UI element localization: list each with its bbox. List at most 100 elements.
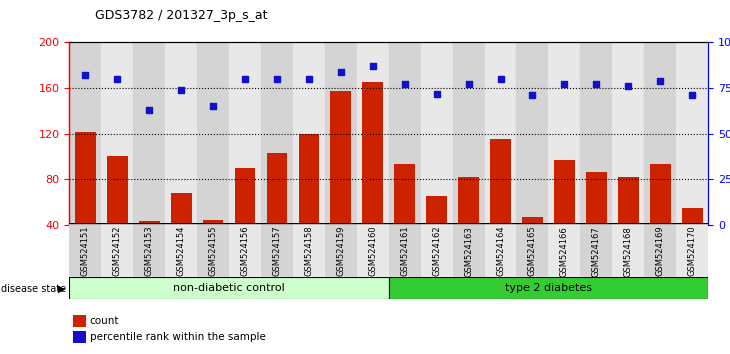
Text: GSM524162: GSM524162: [432, 226, 441, 276]
Text: percentile rank within the sample: percentile rank within the sample: [90, 332, 266, 342]
Point: [623, 84, 634, 89]
Bar: [75, 132, 96, 225]
Bar: [197, 42, 229, 225]
Point: [399, 81, 410, 87]
Bar: [331, 91, 351, 225]
Text: GSM524155: GSM524155: [209, 226, 218, 276]
Text: GSM524161: GSM524161: [400, 226, 410, 276]
Bar: [266, 153, 288, 225]
Bar: [676, 223, 708, 278]
Bar: [645, 223, 676, 278]
Bar: [645, 42, 676, 225]
Text: GSM524156: GSM524156: [240, 226, 250, 276]
Bar: [389, 277, 708, 299]
Text: GSM524164: GSM524164: [496, 226, 505, 276]
Bar: [426, 196, 447, 225]
Bar: [548, 42, 580, 225]
Point: [558, 81, 570, 87]
Point: [495, 76, 507, 82]
Text: GSM524157: GSM524157: [272, 226, 282, 276]
Bar: [362, 82, 383, 225]
Bar: [389, 223, 420, 278]
Bar: [618, 177, 639, 225]
Text: non-diabetic control: non-diabetic control: [173, 283, 285, 293]
Point: [207, 103, 219, 109]
Point: [271, 76, 283, 82]
Bar: [612, 223, 645, 278]
Bar: [69, 223, 101, 278]
Bar: [453, 42, 485, 225]
Bar: [522, 217, 543, 225]
Bar: [580, 223, 612, 278]
Text: GSM524158: GSM524158: [304, 226, 313, 276]
Text: ▶: ▶: [58, 284, 66, 294]
Bar: [229, 42, 261, 225]
Bar: [676, 42, 708, 225]
Point: [526, 92, 538, 98]
Bar: [203, 220, 223, 225]
Bar: [69, 42, 101, 225]
Bar: [107, 156, 128, 225]
Bar: [261, 223, 293, 278]
Bar: [139, 221, 160, 225]
Bar: [650, 164, 671, 225]
Point: [80, 73, 91, 78]
Bar: [586, 172, 607, 225]
Bar: [234, 168, 256, 225]
Point: [239, 76, 251, 82]
Text: type 2 diabetes: type 2 diabetes: [505, 283, 592, 293]
Bar: [299, 133, 319, 225]
Text: GSM524170: GSM524170: [688, 226, 696, 276]
Bar: [133, 223, 165, 278]
Bar: [517, 42, 548, 225]
Bar: [101, 42, 133, 225]
Point: [686, 92, 698, 98]
Bar: [357, 223, 389, 278]
Text: disease state: disease state: [1, 284, 66, 294]
Bar: [458, 177, 479, 225]
Bar: [580, 42, 612, 225]
Bar: [229, 223, 261, 278]
Text: count: count: [90, 316, 119, 326]
Bar: [325, 223, 357, 278]
Text: GSM524153: GSM524153: [145, 226, 154, 276]
Bar: [420, 42, 453, 225]
Bar: [517, 223, 548, 278]
Bar: [420, 223, 453, 278]
Bar: [293, 42, 325, 225]
Point: [591, 81, 602, 87]
Bar: [357, 42, 389, 225]
Point: [303, 76, 315, 82]
Bar: [171, 193, 191, 225]
Text: GSM524166: GSM524166: [560, 226, 569, 276]
Bar: [485, 42, 517, 225]
Bar: [261, 42, 293, 225]
Bar: [682, 208, 702, 225]
Point: [143, 107, 155, 113]
Text: GSM524168: GSM524168: [623, 226, 633, 276]
Bar: [197, 223, 229, 278]
Bar: [490, 139, 511, 225]
Text: GSM524169: GSM524169: [656, 226, 665, 276]
Text: GDS3782 / 201327_3p_s_at: GDS3782 / 201327_3p_s_at: [95, 9, 267, 22]
Bar: [554, 160, 575, 225]
Bar: [485, 223, 517, 278]
Bar: [293, 223, 325, 278]
Text: GSM524152: GSM524152: [112, 226, 122, 276]
Point: [335, 69, 347, 74]
Bar: [69, 277, 389, 299]
Bar: [325, 42, 357, 225]
Bar: [453, 223, 485, 278]
Bar: [389, 42, 420, 225]
Bar: [548, 223, 580, 278]
Point: [463, 81, 474, 87]
Bar: [101, 223, 133, 278]
Text: GSM524151: GSM524151: [81, 226, 90, 276]
Bar: [165, 42, 197, 225]
Point: [431, 91, 442, 96]
Point: [112, 76, 123, 82]
Point: [654, 78, 666, 84]
Text: GSM524154: GSM524154: [177, 226, 185, 276]
Bar: [394, 164, 415, 225]
Point: [175, 87, 187, 93]
